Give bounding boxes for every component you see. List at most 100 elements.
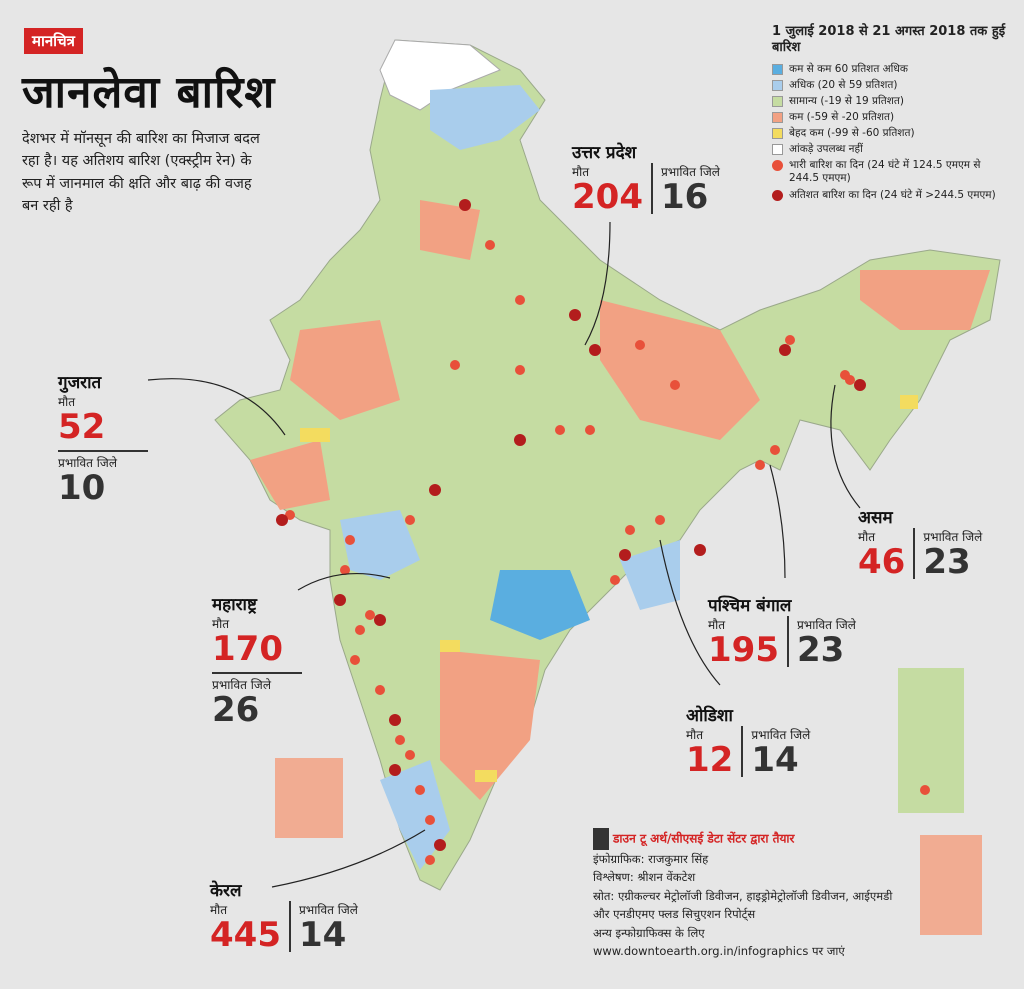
excess-region [430, 85, 540, 150]
rain-day-dot [779, 344, 791, 356]
rain-day-dot [459, 199, 471, 211]
rain-day-dot [555, 425, 565, 435]
page-title: जानलेवा बारिश [22, 67, 276, 118]
rain-day-dot [670, 380, 680, 390]
legend-label: आंकड़े उपलब्ध नहीं [789, 143, 863, 156]
state-name: गुजरात [58, 373, 102, 393]
deaths-value: 52 [58, 407, 106, 447]
legend-label: बेहद कम (-99 से -60 प्रतिशत) [789, 127, 915, 139]
rain-day-dot [840, 370, 850, 380]
rain-day-dot [375, 685, 385, 695]
leader-lines [147, 221, 861, 888]
legend-swatch [772, 63, 783, 75]
deaths-value: 46 [858, 542, 906, 582]
legend-item: अधिक (20 से 59 प्रतिशत) [772, 79, 1012, 92]
districts-label: प्रभावित जिले [298, 903, 358, 917]
deaths-label: मौत [858, 530, 876, 544]
legend-item: बेहद कम (-99 से -60 प्रतिशत) [772, 127, 1012, 140]
stat-gujarat: गुजरात मौत 52 प्रभावित जिले 10 [58, 370, 148, 505]
state-name: महाराष्ट्र [212, 595, 257, 615]
deaths-label: मौत [58, 395, 76, 409]
legend: 1 जुलाई 2018 से 21 अगस्त 2018 तक हुई बार… [772, 24, 1012, 205]
legend-label: कम से कम 60 प्रतिशत अधिक [789, 62, 908, 75]
districts-label: प्रभावित जिले [796, 618, 856, 632]
districts-label: प्रभावित जिले [923, 530, 983, 544]
districts-label: प्रभावित जिले [212, 678, 271, 692]
deaths-label: मौत [210, 903, 228, 917]
deaths-label: मौत [212, 617, 230, 631]
rain-day-dot [854, 379, 866, 391]
legend-swatch [772, 79, 783, 91]
rain-day-dot [374, 614, 386, 626]
cse-logo-icon [593, 828, 609, 850]
rain-day-dot [589, 344, 601, 356]
deficit-region [600, 300, 760, 440]
rain-day-dot [655, 515, 665, 525]
legend-item: भारी बारिश का दिन (24 घंटे में 124.5 एमए… [772, 159, 1012, 185]
rain-day-dot [515, 295, 525, 305]
rain-day-markers [276, 199, 930, 865]
severe-deficit-region [900, 395, 918, 409]
deaths-value: 445 [210, 915, 281, 955]
deficit-region [250, 440, 330, 510]
legend-swatch [772, 144, 783, 156]
legend-label: अतिशत बारिश का दिन (24 घंटे में >244.5 ए… [789, 188, 996, 201]
legend-swatch [772, 111, 783, 123]
legend-swatch [772, 189, 783, 201]
legend-title: 1 जुलाई 2018 से 21 अगस्त 2018 तक हुई बार… [772, 24, 1006, 56]
districts-value: 23 [796, 630, 845, 670]
legend-swatch [772, 128, 783, 139]
legend-item: सामान्य (-19 से 19 प्रतिशत) [772, 95, 1012, 108]
excess-region [340, 510, 420, 580]
legend-item: कम से कम 60 प्रतिशत अधिक [772, 63, 1012, 76]
rain-day-dot [405, 750, 415, 760]
deaths-value: 12 [686, 740, 734, 780]
deficit-region [290, 320, 400, 420]
andaman-lower-inset [920, 835, 982, 935]
legend-label: भारी बारिश का दिन (24 घंटे में 124.5 एमए… [789, 159, 981, 185]
source-credit: स्रोत: एग्रीकल्चर मेट्रोलॉजी डिवीजन, हाइ… [593, 888, 893, 922]
state-name: केरल [210, 881, 242, 901]
stat-odisha: ओडिशा मौत 12 प्रभावित जिले 14 [686, 703, 818, 777]
infographic-credit: इंफोग्राफिक: राजकुमार सिंह [593, 852, 709, 866]
deficit-region [420, 200, 480, 260]
severe-deficit-region [475, 770, 497, 782]
rain-day-dot [450, 360, 460, 370]
state-name: उत्तर प्रदेश [572, 143, 637, 163]
stat-kerala: केरल मौत 445 प्रभावित जिले 14 [210, 878, 366, 952]
districts-value: 23 [923, 542, 971, 582]
rain-day-dot [515, 365, 525, 375]
rain-day-dot [345, 535, 355, 545]
rain-day-dot [425, 815, 435, 825]
deficit-region [440, 650, 540, 800]
legend-item: आंकड़े उपलब्ध नहीं [772, 143, 1012, 156]
rain-day-dot [514, 434, 526, 446]
rain-day-dot [694, 544, 706, 556]
rain-day-dot [635, 340, 645, 350]
districts-value: 26 [212, 690, 260, 730]
districts-label: प्रभावित जिले [660, 165, 720, 179]
deficit-region [860, 270, 990, 330]
section-tag: मानचित्र [24, 28, 83, 54]
severe-deficit-region [440, 640, 460, 652]
andaman-inset [898, 668, 964, 813]
rain-day-dot [619, 549, 631, 561]
intro-text: देशभर में मॉनसून की बारिश का मिजाज बदल र… [22, 131, 260, 215]
rain-day-dot [920, 785, 930, 795]
state-name: असम [858, 508, 893, 528]
stat-wb: पश्चिम बंगाल मौत 195 प्रभावित जिले 23 [708, 593, 864, 667]
districts-label: प्रभावित जिले [58, 456, 117, 470]
deaths-label: मौत [686, 728, 704, 742]
legend-swatch [772, 95, 783, 107]
excess-region [490, 570, 590, 640]
lakshadweep-inset [275, 758, 343, 838]
districts-value: 14 [298, 915, 347, 955]
rain-day-dot [415, 785, 425, 795]
rain-day-dot [485, 240, 495, 250]
deaths-value: 195 [708, 630, 779, 670]
districts-value: 16 [660, 177, 709, 217]
stat-assam: असम मौत 46 प्रभावित जिले 23 [858, 505, 990, 579]
legend-swatch [772, 160, 783, 172]
rain-day-dot [610, 575, 620, 585]
